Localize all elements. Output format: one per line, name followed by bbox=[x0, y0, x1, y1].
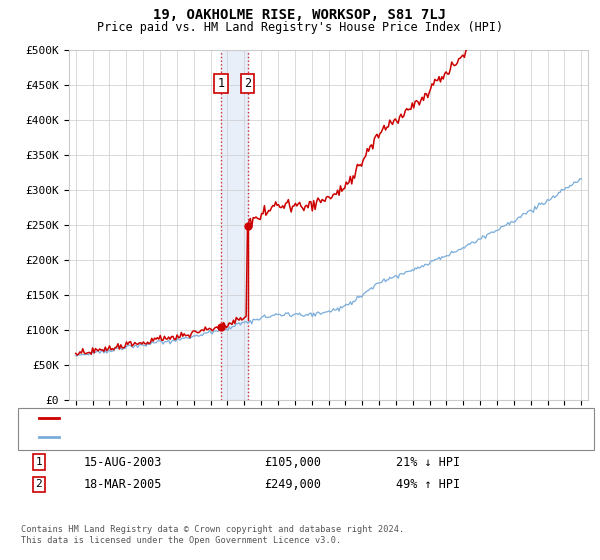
Text: Price paid vs. HM Land Registry's House Price Index (HPI): Price paid vs. HM Land Registry's House … bbox=[97, 21, 503, 34]
Text: 21% ↓ HPI: 21% ↓ HPI bbox=[396, 455, 460, 469]
Bar bbox=[221, 50, 248, 400]
Text: Contains HM Land Registry data © Crown copyright and database right 2024.
This d: Contains HM Land Registry data © Crown c… bbox=[21, 525, 404, 545]
Text: 49% ↑ HPI: 49% ↑ HPI bbox=[396, 478, 460, 491]
Text: HPI: Average price, detached house, Bassetlaw: HPI: Average price, detached house, Bass… bbox=[63, 432, 344, 442]
Text: 1: 1 bbox=[217, 77, 224, 90]
Text: 1: 1 bbox=[35, 457, 43, 467]
Text: £249,000: £249,000 bbox=[264, 478, 321, 491]
Text: 15-AUG-2003: 15-AUG-2003 bbox=[84, 455, 163, 469]
Text: 19, OAKHOLME RISE, WORKSOP, S81 7LJ (detached house): 19, OAKHOLME RISE, WORKSOP, S81 7LJ (det… bbox=[63, 413, 388, 423]
Text: 19, OAKHOLME RISE, WORKSOP, S81 7LJ: 19, OAKHOLME RISE, WORKSOP, S81 7LJ bbox=[154, 8, 446, 22]
Text: 2: 2 bbox=[244, 77, 251, 90]
Text: 2: 2 bbox=[35, 479, 43, 489]
Text: 18-MAR-2005: 18-MAR-2005 bbox=[84, 478, 163, 491]
Text: £105,000: £105,000 bbox=[264, 455, 321, 469]
